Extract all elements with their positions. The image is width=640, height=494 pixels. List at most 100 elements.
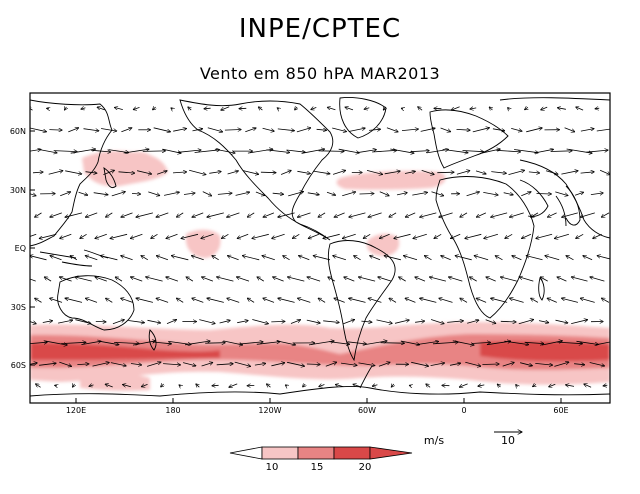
wind-vector <box>497 384 500 387</box>
wind-vector <box>260 172 276 173</box>
wind-vector <box>378 277 392 282</box>
coast-australia <box>57 275 135 331</box>
wind-vector <box>363 233 371 238</box>
wind-vector <box>30 363 38 366</box>
wind-vector <box>460 298 468 303</box>
wind-vector <box>236 277 250 282</box>
wind-vector <box>130 233 143 238</box>
x-tick-label: 60E <box>553 406 568 415</box>
wind-vector <box>307 277 321 282</box>
atlantic-trades <box>366 233 400 256</box>
wind-vector <box>323 321 339 323</box>
wind-vector <box>73 384 75 387</box>
wind-vector <box>505 233 513 238</box>
wind-vector <box>597 256 610 260</box>
wind-vector <box>596 129 610 132</box>
wind-vector <box>518 320 534 325</box>
wind-vector <box>95 321 106 322</box>
wind-vector <box>148 191 160 196</box>
wind-vector <box>601 298 610 303</box>
legend-swatch-0 <box>229 446 263 460</box>
wind-vector <box>332 170 346 175</box>
wind-vector <box>311 107 317 109</box>
wind-vector <box>146 362 161 367</box>
legend-swatch-1 <box>261 446 299 460</box>
wind-vector <box>128 320 144 323</box>
wind-vector <box>245 128 256 133</box>
wind-vector <box>186 277 194 282</box>
wind-vector <box>247 212 255 217</box>
wind-vector <box>409 385 411 386</box>
wind-vector <box>368 298 382 303</box>
wind-vector <box>161 384 164 387</box>
wind-vector <box>442 149 469 152</box>
wind-vector <box>545 170 558 175</box>
y-tick-label: 30N <box>10 186 26 195</box>
wind-vector <box>420 298 437 303</box>
wind-vector <box>287 277 305 282</box>
wind-vector <box>106 298 113 303</box>
wind-vector <box>401 129 418 131</box>
wind-vector <box>93 193 108 195</box>
wind-vector <box>491 172 506 174</box>
wind-vector <box>238 342 263 345</box>
wind-vector <box>356 150 376 154</box>
wind-vector <box>98 340 119 345</box>
wind-vector <box>429 277 446 282</box>
legend-swatch-4 <box>369 446 413 460</box>
wind-vector <box>106 212 113 217</box>
wind-vector <box>362 341 387 346</box>
wind-vector <box>242 256 260 261</box>
wind-vector <box>460 212 468 217</box>
wind-vector <box>114 107 123 109</box>
wind-vector <box>207 298 224 303</box>
wind-vector <box>177 150 201 153</box>
wind-vector <box>391 384 393 387</box>
wind-vector <box>472 128 490 133</box>
wind-vector <box>566 256 574 261</box>
central-pacific-trades <box>185 229 221 258</box>
wind-vector <box>319 385 325 387</box>
wind-vector <box>595 108 600 109</box>
wind-vector <box>192 129 203 131</box>
wind-vector <box>574 364 585 365</box>
wind-vector <box>306 319 321 323</box>
wind-vector <box>91 150 111 152</box>
wind-vector <box>448 277 463 282</box>
wind-vector <box>171 108 173 109</box>
wind-vector <box>599 169 610 174</box>
wind-vector <box>328 277 336 282</box>
wind-vector <box>390 148 414 153</box>
wind-vector <box>467 320 479 324</box>
wind-vector <box>345 107 354 111</box>
wind-vector <box>379 233 390 238</box>
coast-madagascar <box>538 277 545 301</box>
x-tick-label: 180 <box>165 406 180 415</box>
legend-label: 10 <box>266 462 279 473</box>
wind-vector <box>601 212 610 217</box>
wind-vector <box>166 320 177 324</box>
wind-vector <box>156 212 169 217</box>
wind-vector <box>476 212 487 217</box>
wind-vector <box>121 212 133 217</box>
wind-vector <box>70 256 78 261</box>
x-tick-label: 60W <box>358 406 376 415</box>
wind-vector <box>557 277 567 282</box>
wind-vector <box>44 277 52 282</box>
wind-vector <box>101 128 117 132</box>
wind-vector <box>415 277 426 282</box>
wind-vector <box>482 364 499 365</box>
wind-vector <box>85 256 98 261</box>
wind-vector <box>526 256 543 261</box>
x-tick-label: 120W <box>258 406 281 415</box>
wind-vector <box>189 169 206 174</box>
wind-vector <box>30 107 33 111</box>
wind-vector <box>137 170 152 174</box>
wind-vector <box>342 233 356 238</box>
wind-vector <box>580 129 594 132</box>
wind-vector <box>252 319 268 324</box>
wind-vector <box>469 277 477 282</box>
wind-vector <box>194 150 220 153</box>
wind-vector <box>447 321 463 323</box>
wind-vector <box>403 256 418 261</box>
